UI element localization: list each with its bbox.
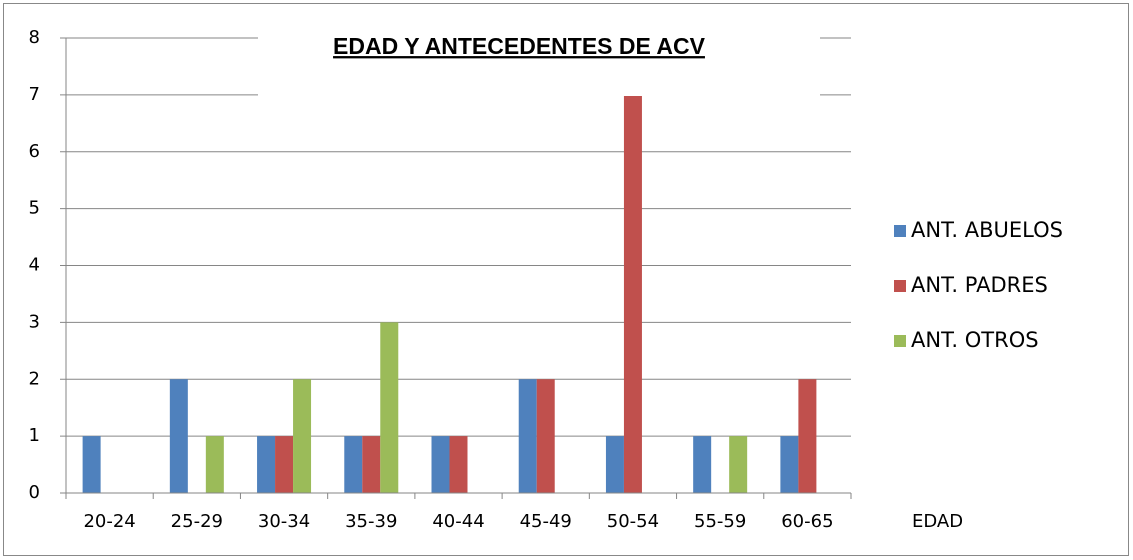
x-tick-label: 50-54 <box>607 511 659 532</box>
chart-title: EDAD Y ANTECEDENTES DE ACV <box>333 33 706 59</box>
bar <box>431 436 450 493</box>
bar <box>257 436 276 493</box>
legend-swatch <box>894 225 906 237</box>
legend-swatch <box>894 335 906 347</box>
bar <box>344 436 363 493</box>
y-tick-label: 6 <box>29 141 40 162</box>
y-tick-label: 4 <box>29 255 40 276</box>
y-tick-label: 3 <box>29 311 40 332</box>
x-tick-label: 25-29 <box>171 511 223 532</box>
bar <box>623 94 642 493</box>
y-tick-label: 1 <box>29 425 40 446</box>
x-axis-label: EDAD <box>912 511 963 532</box>
bar <box>82 436 101 493</box>
x-tick-label: 40-44 <box>432 511 484 532</box>
y-tick-label: 0 <box>29 482 40 503</box>
bar <box>518 379 537 493</box>
y-tick-label: 5 <box>29 198 40 219</box>
bar <box>449 436 468 493</box>
plot-area: 0 1 2 3 4 5 6 7 8 20-24 25-29 30-34 35-39 40-44 45-49 5… <box>29 27 852 532</box>
title-box <box>258 28 820 96</box>
y-tick-label: 8 <box>29 27 40 48</box>
x-tick-label: 35-39 <box>345 511 397 532</box>
bar <box>536 379 555 493</box>
x-tick-label: 45-49 <box>520 511 572 532</box>
bar <box>380 322 399 493</box>
bar <box>205 436 224 493</box>
x-tick-label: 60-65 <box>781 511 833 532</box>
bar <box>169 379 188 493</box>
bar <box>693 436 712 493</box>
legend-label: ANT. PADRES <box>911 273 1048 297</box>
bar <box>275 436 294 493</box>
bar <box>605 436 624 493</box>
bar <box>798 379 817 493</box>
legend-swatch <box>894 280 906 292</box>
bar <box>362 436 381 493</box>
bar <box>729 436 748 493</box>
x-tick-label: 20-24 <box>83 511 135 532</box>
legend-label: ANT. ABUELOS <box>911 218 1063 242</box>
bar <box>780 436 799 493</box>
x-tick-label: 55-59 <box>694 511 746 532</box>
y-tick-label: 2 <box>29 368 40 389</box>
y-tick-label: 7 <box>29 84 40 105</box>
bar <box>293 379 312 493</box>
legend-label: ANT. OTROS <box>911 328 1039 352</box>
x-tick-label: 30-34 <box>258 511 310 532</box>
